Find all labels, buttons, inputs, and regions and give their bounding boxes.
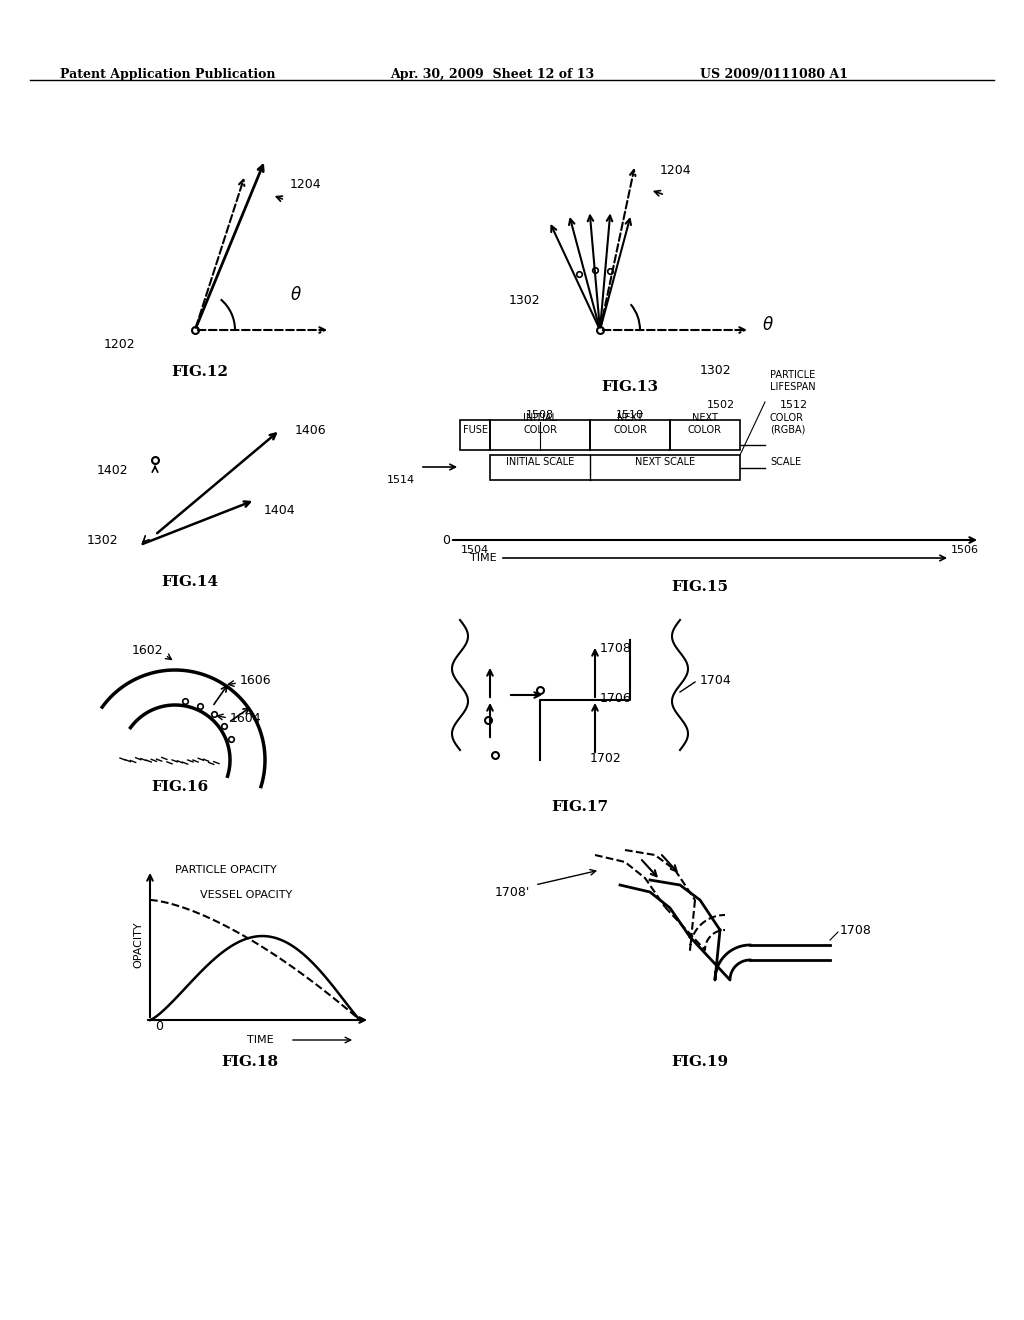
Bar [460, 420, 490, 450]
Text: 1514: 1514 [387, 475, 415, 484]
Text: TIME: TIME [470, 553, 497, 564]
Text: SCALE: SCALE [770, 457, 801, 467]
Text: VESSEL OPACITY: VESSEL OPACITY [200, 890, 292, 900]
Text: COLOR
(RGBA): COLOR (RGBA) [770, 413, 805, 436]
Text: 0: 0 [155, 1020, 163, 1034]
Text: FIG.15: FIG.15 [672, 579, 728, 594]
Text: 1508: 1508 [526, 411, 554, 420]
Bar [490, 420, 590, 450]
Text: 1406: 1406 [295, 424, 327, 437]
Text: FIG.13: FIG.13 [601, 380, 658, 393]
Text: 1706: 1706 [600, 692, 632, 705]
Bar [490, 455, 740, 480]
Text: 1704: 1704 [700, 673, 732, 686]
Text: NEXT
COLOR: NEXT COLOR [688, 413, 722, 436]
Text: 1708: 1708 [840, 924, 871, 936]
Text: 1702: 1702 [590, 751, 622, 764]
Text: INITIAL SCALE: INITIAL SCALE [506, 457, 574, 467]
Text: 1204: 1204 [660, 164, 691, 177]
Text: $\theta$: $\theta$ [762, 315, 774, 334]
Bar [590, 420, 670, 450]
Text: 1708: 1708 [600, 642, 632, 655]
Text: INITIAL
COLOR: INITIAL COLOR [523, 413, 557, 436]
Text: 1606: 1606 [240, 673, 271, 686]
Text: US 2009/0111080 A1: US 2009/0111080 A1 [700, 69, 848, 81]
Text: PARTICLE OPACITY: PARTICLE OPACITY [175, 865, 276, 875]
Bar [670, 420, 740, 450]
Text: 1506: 1506 [951, 545, 979, 554]
Text: 1302: 1302 [700, 363, 731, 376]
Text: TIME: TIME [247, 1035, 273, 1045]
Text: 1302: 1302 [86, 533, 118, 546]
Text: 1602: 1602 [131, 644, 163, 656]
Text: OPACITY: OPACITY [133, 921, 143, 969]
Text: 1504: 1504 [461, 545, 489, 554]
Text: 1604: 1604 [230, 711, 261, 725]
Text: 1402: 1402 [96, 463, 128, 477]
Text: FIG.19: FIG.19 [672, 1055, 728, 1069]
Text: FIG.14: FIG.14 [162, 576, 218, 589]
Text: FIG.12: FIG.12 [171, 366, 228, 379]
Text: 1510: 1510 [616, 411, 644, 420]
Text: 1502: 1502 [707, 400, 735, 411]
Text: 1302: 1302 [508, 293, 540, 306]
Text: FIG.17: FIG.17 [552, 800, 608, 814]
Text: NEXT SCALE: NEXT SCALE [635, 457, 695, 467]
Text: Patent Application Publication: Patent Application Publication [60, 69, 275, 81]
Text: FIG.18: FIG.18 [221, 1055, 279, 1069]
Text: Apr. 30, 2009  Sheet 12 of 13: Apr. 30, 2009 Sheet 12 of 13 [390, 69, 594, 81]
Text: FIG.16: FIG.16 [152, 780, 209, 795]
Text: 1512: 1512 [780, 400, 808, 411]
Text: PARTICLE
LIFESPAN: PARTICLE LIFESPAN [770, 371, 816, 392]
Text: 1708': 1708' [495, 887, 530, 899]
Text: 1404: 1404 [264, 503, 296, 516]
Text: 1204: 1204 [290, 178, 322, 191]
Text: 0: 0 [442, 533, 450, 546]
Text: FUSE: FUSE [463, 425, 487, 436]
Text: NEXT
COLOR: NEXT COLOR [613, 413, 647, 436]
Text: 1202: 1202 [103, 338, 135, 351]
Text: $\theta$: $\theta$ [290, 286, 302, 304]
